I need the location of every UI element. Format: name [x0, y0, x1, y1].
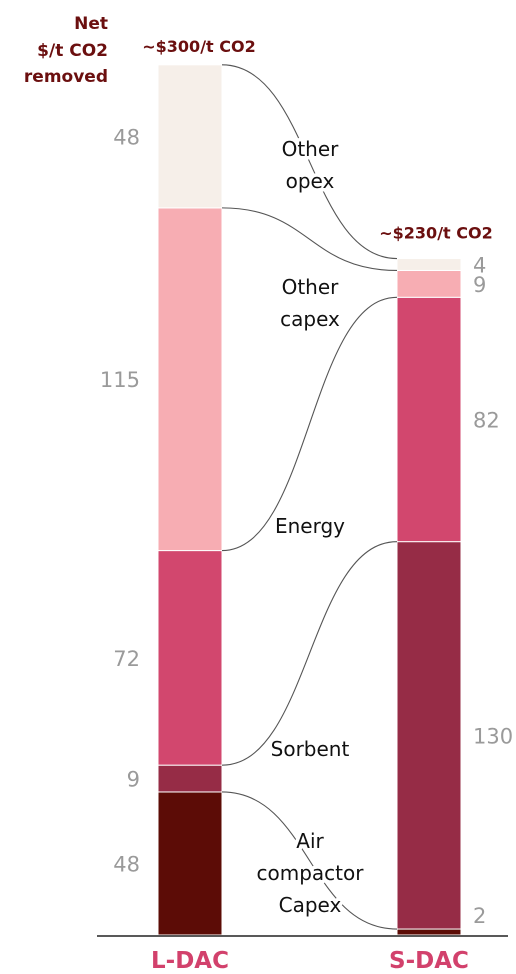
bars-layer	[157, 64, 462, 936]
connectors-layer	[221, 64, 398, 930]
value-label-l-dac-air-compactor-capex: 48	[113, 852, 140, 876]
connector-other-capex	[221, 207, 398, 272]
connector-sorbent	[221, 541, 398, 766]
segment-name-other-opex-line-2: opex	[286, 169, 335, 193]
bar-l-dac-energy	[157, 550, 223, 766]
value-label-l-dac-other-capex: 115	[100, 368, 140, 392]
bar-l-dac-sorbent	[157, 764, 223, 793]
segment-name-sorbent-line-1: Sorbent	[271, 737, 350, 761]
y-axis-label-line-3: removed	[24, 67, 108, 87]
value-label-l-dac-energy: 72	[113, 647, 140, 671]
segment-name-air-compactor-capex-line-1: Air	[296, 829, 324, 853]
value-label-l-dac-sorbent: 9	[127, 768, 140, 792]
value-label-s-dac-energy: 82	[473, 408, 500, 432]
bar-l-dac-other-capex	[157, 207, 223, 552]
connector-air-compactor-capex	[221, 791, 398, 930]
value-label-s-dac-other-capex: 9	[473, 273, 486, 297]
bar-l-dac-air-compactor-capex	[157, 791, 223, 936]
segment-name-other-opex-line-1: Other	[282, 137, 340, 161]
segment-name-air-compactor-capex-line-3: Capex	[279, 893, 342, 917]
value-label-l-dac-other-opex: 48	[113, 125, 140, 149]
segment-name-air-compactor-capex-line-2: compactor	[257, 861, 365, 885]
total-label-s-dac: ~$230/t CO2	[379, 224, 492, 243]
connector-other-opex	[221, 64, 398, 260]
total-label-l-dac: ~$300/t CO2	[142, 37, 255, 56]
category-label-s-dac: S-DAC	[389, 948, 469, 974]
y-axis-label-line-1: Net	[74, 14, 108, 34]
y-axis-label-line-2: $/t CO2	[37, 41, 108, 61]
segment-name-other-capex-line-1: Other	[282, 275, 340, 299]
value-label-s-dac-other-opex: 4	[473, 254, 486, 278]
bar-s-dac-air-compactor-capex	[396, 928, 462, 936]
connector-energy	[221, 296, 398, 552]
category-label-l-dac: L-DAC	[151, 948, 229, 974]
segment-name-other-capex-line-2: capex	[280, 307, 340, 331]
bar-s-dac-other-capex	[396, 269, 462, 298]
bar-l-dac-other-opex	[157, 64, 223, 209]
bar-s-dac-other-opex	[396, 258, 462, 271]
value-label-s-dac-air-compactor-capex: 2	[473, 904, 486, 928]
value-label-s-dac-sorbent: 130	[473, 724, 513, 748]
bar-s-dac-energy	[396, 296, 462, 543]
bar-s-dac-sorbent	[396, 541, 462, 930]
segment-name-energy-line-1: Energy	[275, 514, 345, 538]
